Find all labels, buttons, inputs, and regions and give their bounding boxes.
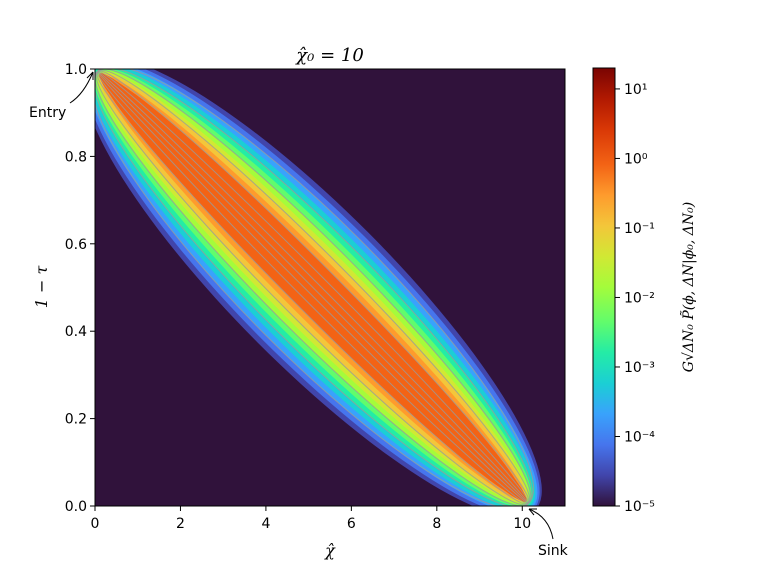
colorbar-tick-label: 10⁻⁴ — [624, 429, 655, 445]
colorbar-tick-label: 10⁰ — [624, 151, 648, 167]
x-axis-ticks: 0 2 4 6 8 10 — [91, 506, 531, 532]
entry-arrow — [69, 71, 94, 104]
colorbar-tick-label: 10¹ — [624, 82, 647, 98]
plot-frame — [94, 68, 566, 507]
y-tick-label: 0.8 — [65, 149, 87, 165]
contour-line — [97, 71, 529, 504]
x-tick-label: 6 — [347, 516, 356, 532]
colorbar — [592, 67, 616, 507]
colorbar-tick-label: 10⁻⁵ — [624, 499, 655, 515]
colorbar-tick-label: 10⁻² — [624, 290, 655, 306]
sink-label: Sink — [538, 543, 569, 559]
colorbar-ticks: 10⁻⁵ 10⁻⁴ 10⁻³ 10⁻² 10⁻¹ 10⁰ 10¹ — [615, 82, 655, 515]
chart-title: χ̂₀ = 10 — [294, 45, 364, 66]
x-tick-label: 4 — [261, 516, 270, 532]
x-tick-label: 0 — [91, 516, 100, 532]
sink-annotation: Sink — [528, 508, 569, 559]
sink-arrow — [528, 508, 554, 540]
y-axis-ticks: 0.0 0.2 0.4 0.6 0.8 1.0 — [65, 62, 95, 515]
y-tick-label: 0.6 — [65, 237, 87, 253]
contour-lines — [95, 69, 535, 506]
colorbar-tick-label: 10⁻¹ — [624, 221, 655, 237]
colorbar-label: G√ΔN₀ P̃(ϕ, ΔN|ϕ₀, ΔN₀) — [679, 202, 697, 372]
x-tick-label: 8 — [432, 516, 441, 532]
y-tick-label: 0.2 — [65, 412, 87, 428]
colorbar-tick-label: 10⁻³ — [624, 360, 655, 376]
entry-label: Entry — [29, 105, 66, 121]
y-tick-label: 0.4 — [65, 324, 87, 340]
entry-annotation: Entry — [29, 71, 94, 121]
y-tick-label: 1.0 — [65, 62, 87, 78]
y-axis-label: 1 − τ — [32, 265, 51, 309]
x-axis-label: χ̂ — [324, 541, 336, 560]
x-tick-label: 10 — [513, 516, 531, 532]
x-tick-label: 2 — [176, 516, 185, 532]
y-tick-label: 0.0 — [65, 499, 87, 515]
